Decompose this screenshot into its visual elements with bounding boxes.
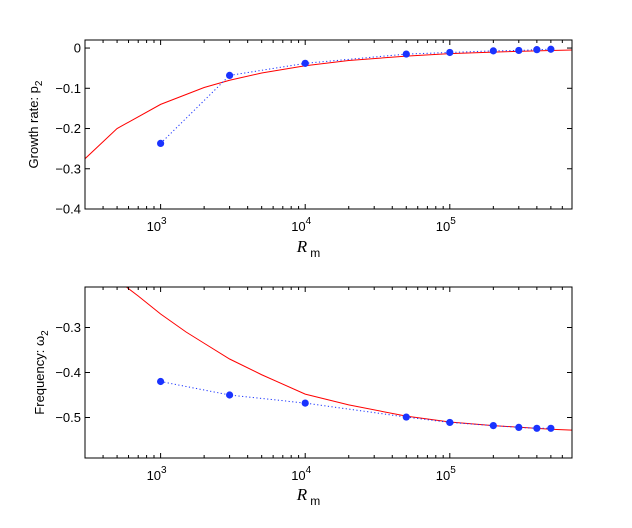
data-point [446, 418, 454, 427]
data-connector-line [160, 48, 551, 144]
y-tick-label: 0 [74, 41, 81, 56]
data-point [446, 48, 454, 57]
x-tick-label: 105 [436, 216, 456, 234]
plot-area [85, 45, 572, 160]
y-tick-label: −0.4 [55, 202, 81, 217]
y-tick-label: −0.3 [55, 161, 81, 176]
data-point [157, 377, 165, 386]
data-point [225, 71, 234, 80]
y-tick-label: −0.3 [55, 320, 81, 335]
x-tick-label: 103 [147, 216, 167, 234]
data-point [489, 422, 497, 430]
data-point [515, 423, 523, 431]
x-tick-label: 104 [291, 216, 311, 234]
data-connector-line [160, 381, 551, 429]
plot-area [126, 287, 572, 432]
data-point [533, 46, 541, 54]
data-point [547, 424, 555, 432]
data-point [157, 139, 165, 148]
data-point [301, 59, 309, 67]
data-point [225, 391, 234, 399]
model-curve-line [126, 287, 572, 431]
y-axis-label: Frequency: ω2 [32, 330, 51, 415]
data-point [533, 424, 541, 432]
data-point [515, 46, 523, 55]
data-point [402, 413, 410, 421]
axes-frame [84, 286, 573, 459]
frequency-chart: 103 104 105 −0.5 −0.4 −0.3 Frequency: ω2 R m [32, 286, 573, 508]
y-axis-label: Growth rate: p2 [26, 80, 45, 168]
growth-rate-chart: 103 104 105 −0.4 −0.3 −0.2 −0.1 0 Growth rate: p… [26, 39, 573, 260]
data-point [301, 399, 309, 407]
x-tick-label: 104 [291, 465, 311, 483]
x-tick-label: 103 [147, 465, 167, 483]
y-tick-label: −0.2 [55, 121, 81, 136]
y-tick-label: −0.4 [55, 365, 81, 380]
x-tick-label: 105 [436, 465, 456, 483]
data-point [547, 45, 555, 53]
y-tick-label: −0.1 [55, 81, 81, 96]
axes-frame [84, 39, 573, 210]
y-tick-label: −0.5 [55, 410, 81, 425]
data-point [402, 50, 410, 58]
data-point [489, 47, 497, 55]
